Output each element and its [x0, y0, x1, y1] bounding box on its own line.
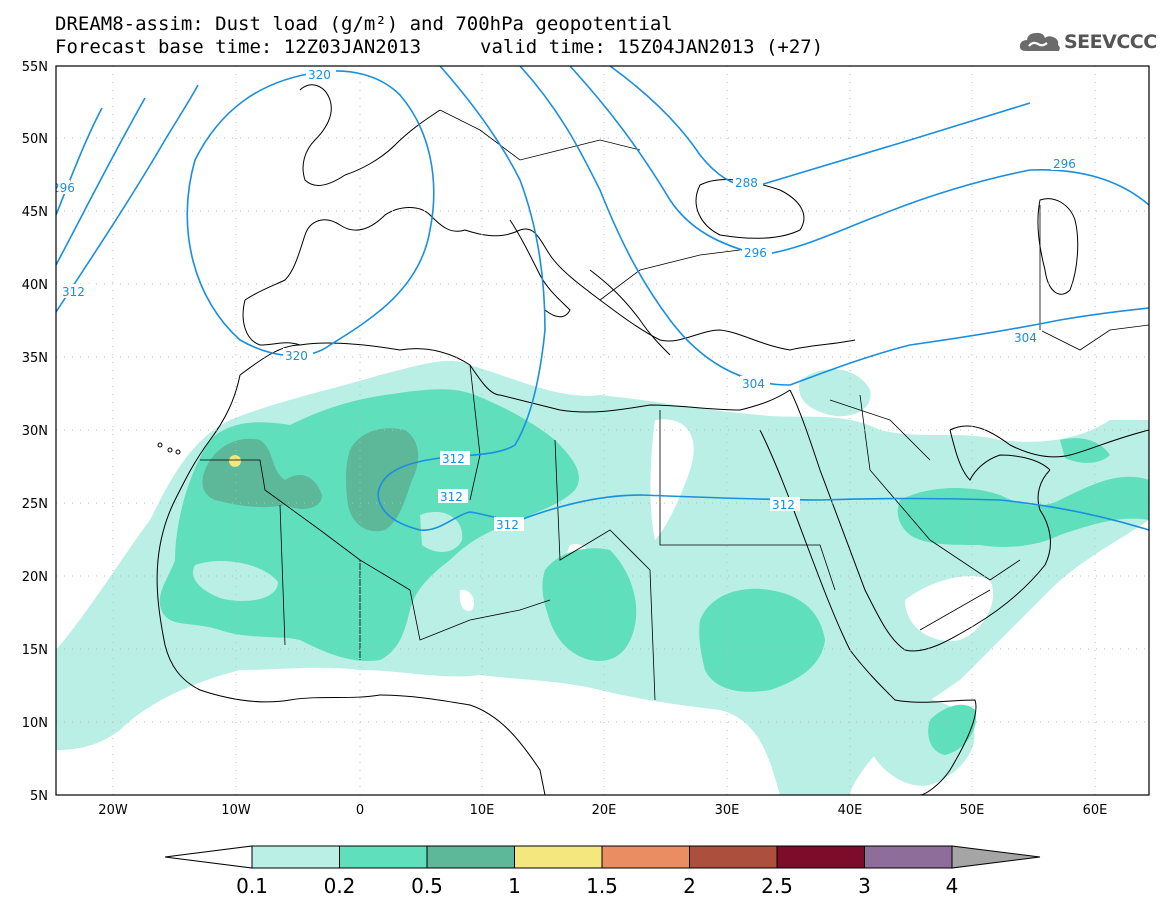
contour-label: 304	[742, 377, 765, 391]
lat-label: 10N	[22, 716, 48, 731]
colorbar-label: 3	[858, 874, 871, 898]
colorbar-label: 0.2	[324, 874, 356, 898]
lat-label: 50N	[22, 132, 48, 147]
lon-axis: 20W 10W 0 10E 20E 30E 40E 50E 60E	[98, 803, 1107, 818]
colorbar-label: 2.5	[761, 874, 793, 898]
contour-label: 304	[1014, 331, 1037, 345]
colorbar-label: 0.5	[411, 874, 443, 898]
colorbar-swatch	[864, 845, 953, 869]
contour-labels: 320 312 304 296 288 296 296 304 320 312 …	[52, 67, 1081, 532]
colorbar-label: 4	[946, 874, 959, 898]
lon-label: 20E	[592, 803, 617, 818]
map-subtitle: Forecast base time: 12Z03JAN2013 valid ti…	[55, 36, 823, 58]
colorbar-swatch	[601, 845, 690, 869]
seevccc-logo: SEEVCCC	[1018, 27, 1157, 57]
colorbar-low-arrow	[164, 845, 253, 869]
colorbar-label: 1.5	[586, 874, 618, 898]
colorbar: 0.1 0.2 0.5 1 1.5 2 2.5 3 4	[164, 845, 1041, 898]
dust-gap-medium	[192, 511, 463, 602]
contour-label: 312	[442, 452, 465, 466]
lon-label: 40E	[838, 803, 863, 818]
colorbar-high-arrow	[951, 845, 1041, 869]
contour-label: 320	[285, 349, 308, 363]
lat-label: 45N	[22, 205, 48, 220]
geopotential-contours	[56, 66, 1149, 531]
contour-label: 312	[62, 285, 85, 299]
lat-label: 40N	[22, 278, 48, 293]
contour-label: 296	[1053, 157, 1076, 171]
contour-label: 296	[744, 246, 767, 260]
contour-label: 288	[735, 176, 758, 190]
lat-label: 15N	[22, 643, 48, 658]
colorbar-swatch	[689, 845, 778, 869]
colorbar-swatch	[426, 845, 515, 869]
colorbar-label: 2	[683, 874, 696, 898]
lon-label: 60E	[1083, 803, 1108, 818]
colorbar-swatch	[514, 845, 603, 869]
colorbar-swatch	[339, 845, 428, 869]
dust-region-peak	[229, 455, 241, 467]
colorbar-label: 1	[508, 874, 521, 898]
map-title: DREAM8-assim: Dust load (g/m²) and 700hP…	[55, 13, 673, 35]
lon-label: 50E	[960, 803, 985, 818]
lat-label: 25N	[22, 497, 48, 512]
borders	[200, 109, 1149, 701]
cloud-icon	[1019, 32, 1060, 51]
valid-time: valid time: 15Z04JAN2013 (+27)	[480, 36, 824, 58]
lat-label: 55N	[22, 60, 48, 75]
contour-label: 312	[496, 518, 519, 532]
lon-label: 20W	[98, 803, 128, 818]
lat-label: 5N	[30, 789, 48, 804]
lon-label: 10W	[221, 803, 251, 818]
contour-label: 312	[440, 490, 463, 504]
colorbar-swatch	[776, 845, 865, 869]
lat-label: 20N	[22, 570, 48, 585]
contour-label: 320	[308, 68, 331, 82]
map-frame	[55, 65, 1150, 796]
contour-label: 312	[772, 498, 795, 512]
logo-text: SEEVCCC	[1064, 31, 1157, 53]
base-time: Forecast base time: 12Z03JAN2013	[55, 36, 422, 58]
lat-label: 35N	[22, 351, 48, 366]
lon-label: 0	[356, 803, 364, 818]
lat-axis: 55N 50N 45N 40N 35N 30N 25N 20N 15N 10N …	[22, 60, 48, 804]
lon-label: 10E	[470, 803, 495, 818]
lon-label: 30E	[715, 803, 740, 818]
lat-label: 30N	[22, 424, 48, 439]
colorbar-label: 0.1	[236, 874, 268, 898]
contour-label: 296	[52, 181, 75, 195]
colorbar-swatch	[251, 845, 340, 869]
